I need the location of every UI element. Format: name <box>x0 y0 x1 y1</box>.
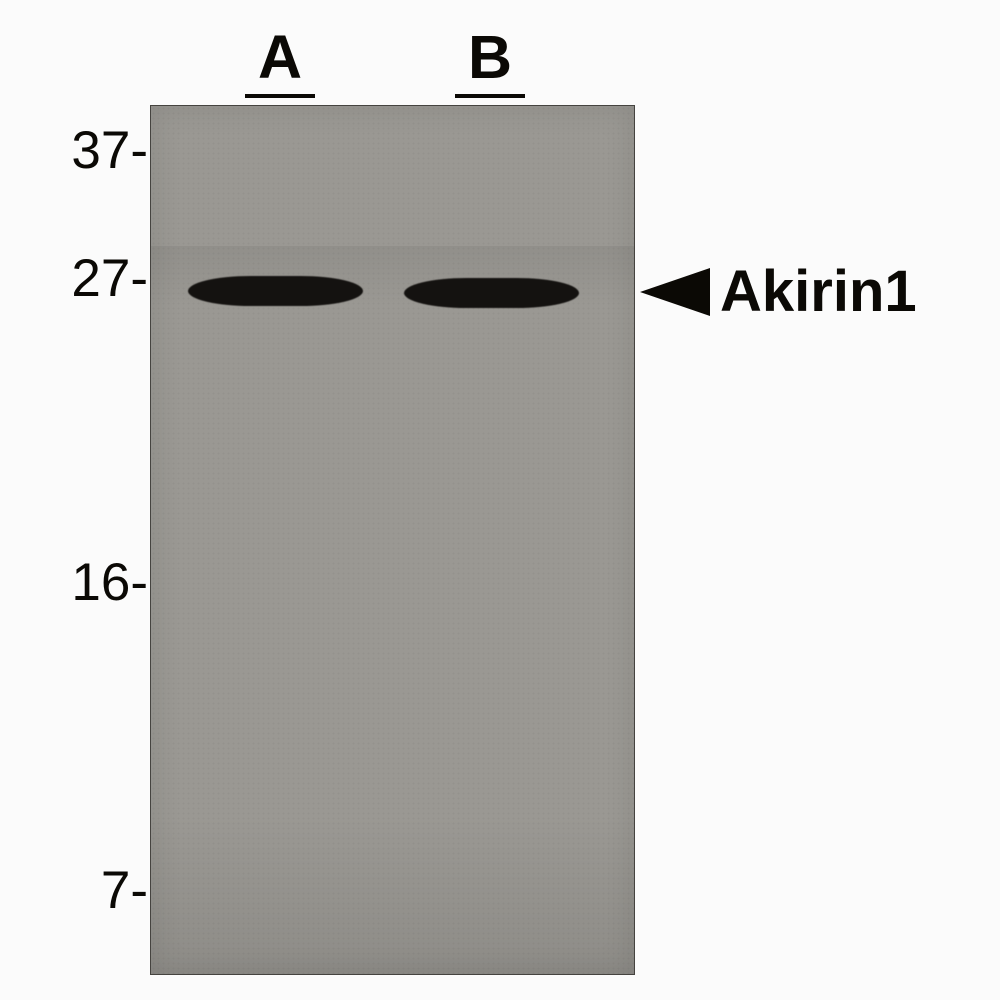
target-label: Akirin1 <box>720 258 917 325</box>
mw-label-16: 16- <box>20 552 148 613</box>
mw-label-text: 7- <box>101 861 148 920</box>
mw-label-text: 16- <box>71 553 148 612</box>
target-label-text: Akirin1 <box>720 259 917 324</box>
mw-label-7: 7- <box>20 860 148 921</box>
band-lane-a <box>188 276 363 306</box>
blot-membrane <box>150 105 635 975</box>
blot-shade <box>151 814 634 974</box>
lane-label-underline <box>245 94 315 98</box>
band-lane-b <box>404 278 579 308</box>
mw-label-text: 27- <box>71 249 148 308</box>
target-arrow-icon <box>640 268 710 316</box>
lane-label-text: A <box>258 23 302 91</box>
mw-label-37: 37- <box>20 120 148 181</box>
figure-canvas: A B 37- 27- 16- 7- Akirin1 <box>0 0 1000 1000</box>
lane-label-underline <box>455 94 525 98</box>
mw-label-27: 27- <box>20 248 148 309</box>
lane-label-text: B <box>468 23 512 91</box>
lane-label-a: A <box>245 22 315 98</box>
mw-label-text: 37- <box>71 121 148 180</box>
lane-label-b: B <box>455 22 525 98</box>
